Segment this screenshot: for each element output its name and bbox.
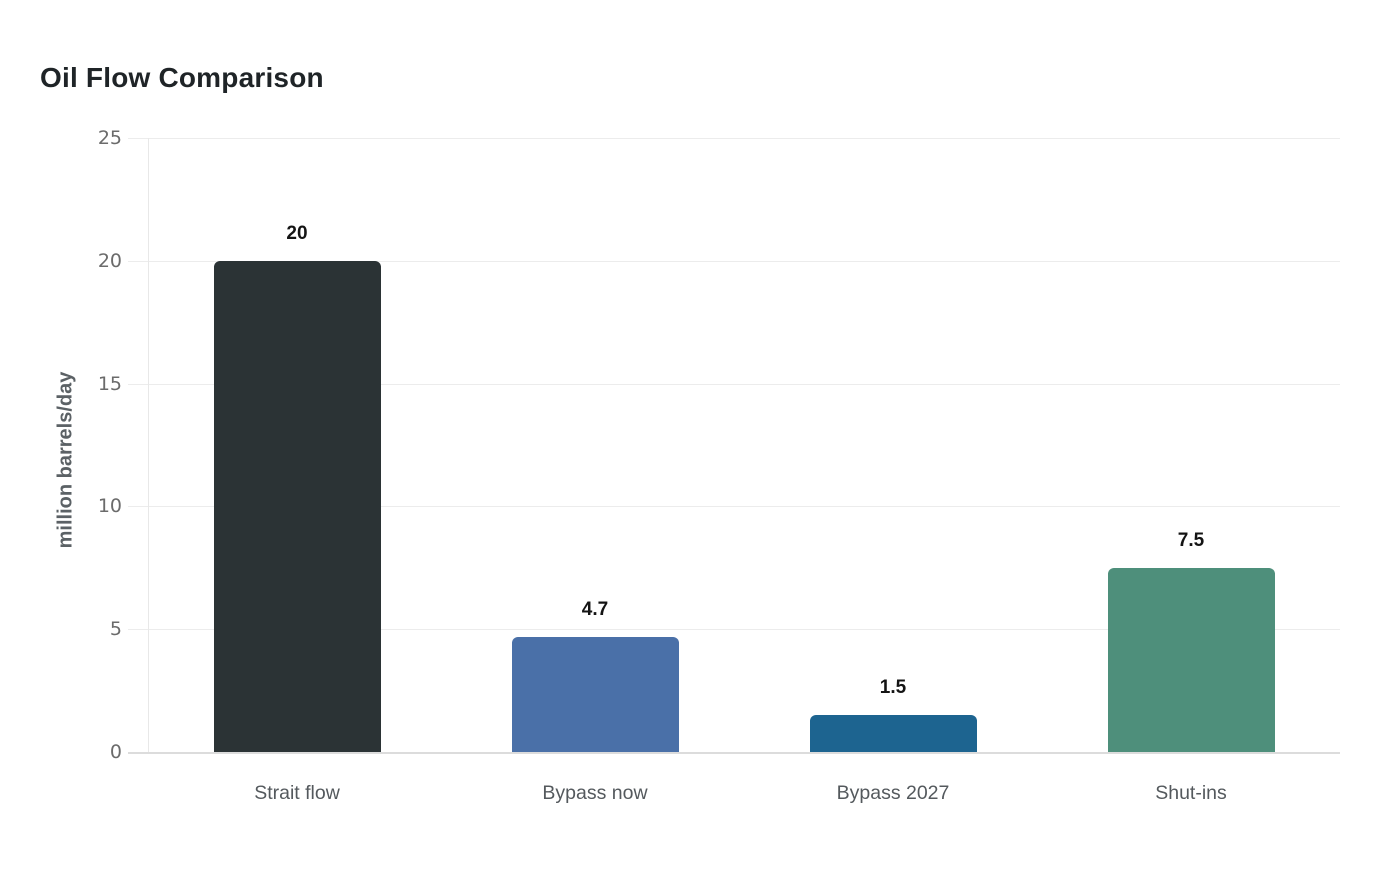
bar-strait-flow <box>214 261 381 752</box>
y-tick-label-10: 10 <box>97 495 122 517</box>
y-tick-label-15: 15 <box>97 373 122 395</box>
bar-bypass-2027 <box>810 715 977 752</box>
gridline-y-15 <box>128 384 1340 385</box>
category-label-bypass-now: Bypass now <box>542 782 648 804</box>
gridline-y-0 <box>128 752 1340 754</box>
bar-value-label-shut-ins: 7.5 <box>1177 530 1205 551</box>
gridline-y-5 <box>128 629 1340 630</box>
category-label-strait-flow: Strait flow <box>254 782 340 804</box>
y-tick-label-25: 25 <box>97 127 122 149</box>
category-label-shut-ins: Shut-ins <box>1155 782 1227 804</box>
y-tick-label-0: 0 <box>109 741 122 763</box>
bar-value-label-strait-flow: 20 <box>286 223 308 244</box>
gridline-y-20 <box>128 261 1340 262</box>
bar-bypass-now <box>512 637 679 752</box>
y-tick-label-20: 20 <box>97 250 122 272</box>
bar-value-label-bypass-now: 4.7 <box>581 599 609 620</box>
y-axis-label: million barrels/day <box>54 371 77 549</box>
chart-title: Oil Flow Comparison <box>40 62 324 93</box>
y-axis-line <box>148 138 149 752</box>
gridline-y-10 <box>128 506 1340 507</box>
bar-shut-ins <box>1108 568 1275 752</box>
bar-value-label-bypass-2027: 1.5 <box>879 677 907 698</box>
gridline-y-25 <box>128 138 1340 139</box>
category-label-bypass-2027: Bypass 2027 <box>836 782 950 804</box>
y-tick-label-5: 5 <box>109 618 122 640</box>
